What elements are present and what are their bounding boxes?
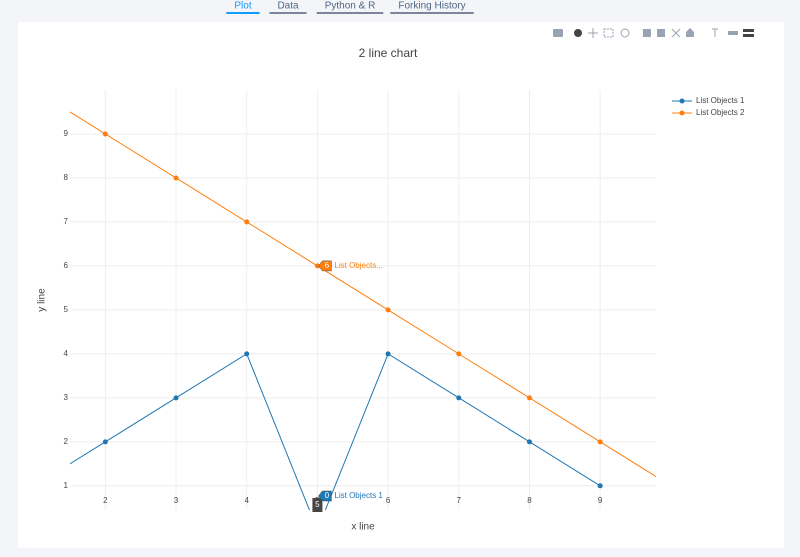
marker [314,263,320,269]
plot-area [70,111,656,510]
camera-icon[interactable] [553,29,563,37]
hover-x-label: 5 [315,500,320,509]
y-tick-label: 9 [64,129,69,138]
legend-label: List Objects 2 [696,108,745,117]
x-tick-label: 2 [103,496,108,505]
tab-underline [316,12,384,14]
tab[interactable]: Forking History [398,1,465,12]
select-icon[interactable] [603,28,614,38]
marker [385,307,391,313]
modebar[interactable] [553,28,754,38]
tab-underline [269,12,307,14]
x-tick-label: 8 [527,496,532,505]
zoom-in-icon[interactable] [643,29,651,37]
marker [597,439,603,445]
tab[interactable]: Python & R [325,1,376,12]
marker [102,439,108,445]
marker [526,439,532,445]
marker [456,351,462,357]
zoom-icon[interactable] [574,29,582,37]
autoscale-icon[interactable] [671,28,681,38]
hover-closest-icon[interactable] [728,31,738,35]
marker [244,351,250,357]
marker [597,483,603,489]
hover-name: List Objects 1 [334,491,383,500]
marker [173,395,179,401]
tab[interactable]: Plot [234,1,251,12]
hover-box [318,490,332,502]
x-tick-label: 7 [457,496,462,505]
y-tick-label: 1 [64,481,69,490]
x-tick-label: 4 [244,496,249,505]
line [70,111,656,478]
tab[interactable]: Data [277,1,299,12]
y-axis-title: y line [37,288,48,312]
marker [102,131,108,137]
hover-value: 0 [325,491,330,500]
y-tick-label: 3 [64,393,69,402]
y-tick-label: 4 [64,349,69,358]
legend-marker [679,110,685,116]
marker [456,395,462,401]
y-tick-label: 6 [64,261,69,270]
marker [526,395,532,401]
lasso-icon[interactable] [620,28,630,38]
marker [385,351,391,357]
zoom-out-icon[interactable] [657,29,665,37]
hover-value: 6 [325,261,330,270]
spike-icon[interactable] [712,28,718,37]
panel [18,22,784,548]
tab-underline [226,12,260,14]
hover-compare-icon[interactable] [743,29,754,32]
chart-title: 2 line chart [359,46,418,60]
line [70,353,601,510]
x-tick-label: 6 [386,496,391,505]
x-tick-label: 3 [174,496,179,505]
legend-label: List Objects 1 [696,96,745,105]
x-axis-title: x line [351,522,375,533]
legend-marker [679,98,685,104]
hover-compare-icon[interactable] [743,34,754,37]
hover-box [318,260,332,272]
y-tick-label: 7 [64,217,69,226]
tab-underline [390,12,474,14]
y-tick-label: 5 [64,305,69,314]
hover-x-box [312,498,323,512]
y-tick-label: 2 [64,437,69,446]
marker [244,219,250,225]
pan-icon[interactable] [588,28,598,38]
y-tick-label: 8 [64,173,69,182]
hover-name: List Objects... [334,261,382,270]
reset-icon[interactable] [686,28,694,37]
x-tick-label: 9 [598,496,603,505]
marker [173,175,179,181]
